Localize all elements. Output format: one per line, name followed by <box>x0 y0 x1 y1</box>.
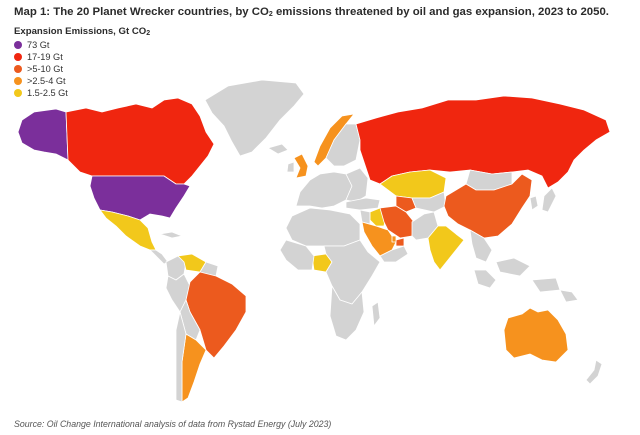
world-map-svg <box>17 79 611 403</box>
country-malaysia-indonesia-region <box>473 269 497 289</box>
title-suffix: emissions threatened by oil and gas expa… <box>272 6 609 18</box>
legend: Expansion Emissions, Gt CO2 73 Gt 17-19 … <box>14 26 174 99</box>
source-note: Source: Oil Change International analysi… <box>14 419 332 429</box>
country-turkmenistan <box>395 195 417 213</box>
legend-item-2.5-4gt: >2.5-4 Gt <box>14 75 174 87</box>
country-greenland <box>204 79 305 157</box>
country-central-america <box>149 249 169 265</box>
country-ireland <box>286 161 295 173</box>
country-qatar <box>391 235 397 243</box>
legend-label-73gt: 73 Gt <box>27 40 50 50</box>
title-prefix: Map 1: The 20 Planet Wrecker countries, … <box>14 6 269 18</box>
legend-swatch-5-10gt <box>14 65 22 73</box>
country-chile <box>175 311 187 403</box>
country-argentina <box>181 333 207 403</box>
legend-item-73gt: 73 Gt <box>14 39 174 51</box>
world-map <box>0 78 640 408</box>
country-western-europe <box>295 171 353 209</box>
legend-heading-subscript: 2 <box>146 30 151 37</box>
country-canada <box>65 97 215 185</box>
country-korea-japan <box>529 187 557 213</box>
legend-swatch-1.5-2.5gt <box>14 89 22 97</box>
country-mexico <box>99 209 157 251</box>
legend-item-1.5-2.5gt: 1.5-2.5 Gt <box>14 87 174 99</box>
legend-label-5-10gt: >5-10 Gt <box>27 64 64 74</box>
country-madagascar <box>371 301 381 327</box>
country-west-africa <box>279 239 315 271</box>
country-india <box>427 225 465 271</box>
legend-label-17-19gt: 17-19 Gt <box>27 52 63 62</box>
country-uk <box>293 153 309 179</box>
country-levant <box>359 209 371 225</box>
country-southern-africa <box>329 285 365 341</box>
country-cuba <box>159 231 183 239</box>
country-usa-alaska <box>17 108 69 161</box>
country-uae <box>395 237 405 247</box>
legend-item-17-19gt: 17-19 Gt <box>14 51 174 63</box>
country-north-africa <box>285 207 361 247</box>
map-title: Map 1: The 20 Planet Wrecker countries, … <box>14 6 626 18</box>
title-subscript: 2 <box>268 11 273 18</box>
legend-swatch-17-19gt <box>14 53 22 61</box>
country-turkey <box>345 197 381 211</box>
country-papua-new-guinea <box>559 289 579 303</box>
country-iceland <box>267 143 289 155</box>
country-china <box>443 173 533 239</box>
country-oman-yemen <box>379 245 409 263</box>
legend-swatch-2.5-4gt <box>14 77 22 85</box>
legend-label-1.5-2.5gt: 1.5-2.5 Gt <box>27 88 68 98</box>
legend-heading: Expansion Emissions, Gt CO2 <box>14 26 174 37</box>
legend-heading-text: Expansion Emissions, Gt CO <box>14 26 147 37</box>
legend-swatch-73gt <box>14 41 22 49</box>
legend-label-2.5-4gt: >2.5-4 Gt <box>27 76 66 86</box>
country-australia <box>503 307 569 363</box>
country-new-zealand <box>585 359 603 385</box>
legend-item-5-10gt: >5-10 Gt <box>14 63 174 75</box>
